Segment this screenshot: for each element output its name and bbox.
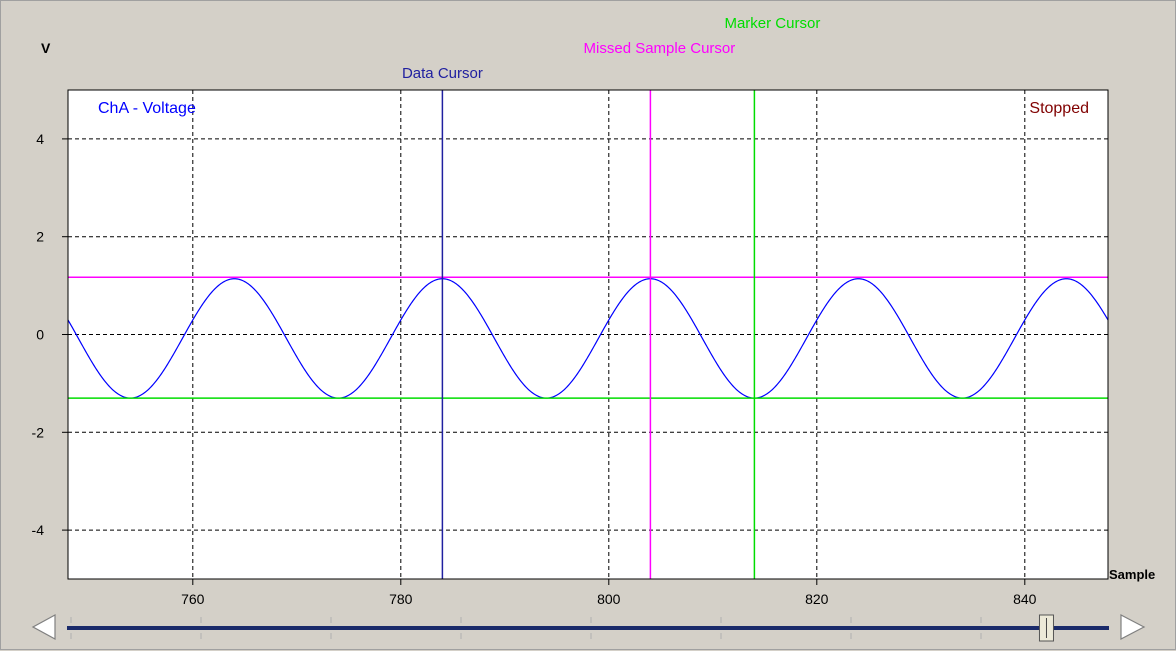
triangle-right-icon[interactable] <box>1120 614 1146 640</box>
x-tick-label: 760 <box>181 591 205 607</box>
y-tick-label: -4 <box>32 522 45 538</box>
data-cursor-label: Data Cursor <box>402 65 483 82</box>
channel-label: ChA - Voltage <box>98 100 196 117</box>
x-tick-label: 800 <box>597 591 621 607</box>
horizontal-scrollbar[interactable] <box>31 613 1146 642</box>
voltage-trace <box>67 278 1109 399</box>
x-axis-unit-label: Sample <box>1109 567 1155 582</box>
y-tick-label: -2 <box>32 424 45 440</box>
y-tick-label: 0 <box>36 327 44 343</box>
triangle-left-icon[interactable] <box>31 613 56 641</box>
y-tick-label: 4 <box>36 131 44 147</box>
y-tick-label: 2 <box>36 229 44 245</box>
status-label: Stopped <box>1029 100 1089 117</box>
y-axis-unit-label: V <box>41 40 51 56</box>
x-tick-label: 820 <box>805 591 829 607</box>
x-tick-label: 840 <box>1013 591 1037 607</box>
missed-sample-cursor-label: Missed Sample Cursor <box>584 40 736 57</box>
marker-cursor-label: Marker Cursor <box>724 15 820 32</box>
x-tick-label: 780 <box>389 591 413 607</box>
